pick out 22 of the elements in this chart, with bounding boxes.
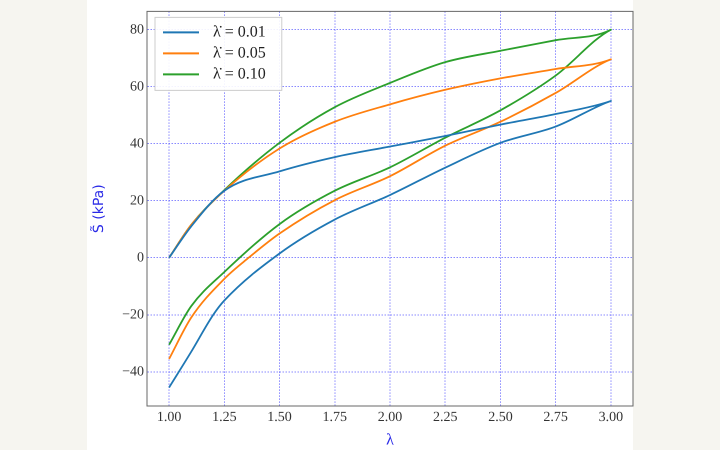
legend-label: λ̇ = 0.10 [213,66,266,83]
x-tick-label: 2.50 [488,410,513,426]
y-tick-label: 20 [130,193,144,208]
x-tick-label: 1.00 [156,410,182,426]
legend-label: λ̇ = 0.05 [213,44,266,62]
x-tick-label: 2.00 [378,410,402,426]
x-axis-title: λ [386,432,394,449]
y-tick-label: −40 [122,364,144,380]
y-tick-label: 0 [137,250,144,266]
legend-label: λ̇ = 0.01 [213,24,266,41]
y-axis-title: S̃ (kPa) [89,184,108,234]
y-tick-label: 40 [130,136,144,152]
y-tick-label: −20 [122,307,144,322]
y-tick-label: 60 [130,79,144,94]
x-tick-label: 2.25 [432,410,458,426]
y-tick-label: 80 [130,22,144,38]
x-tick-label: 3.00 [598,410,624,426]
x-tick-label: 1.75 [322,410,348,426]
x-tick-label: 1.50 [267,410,292,426]
line-series [168,100,612,388]
x-tick-label: 2.75 [543,410,568,426]
x-tick-label: 1.25 [212,410,237,426]
